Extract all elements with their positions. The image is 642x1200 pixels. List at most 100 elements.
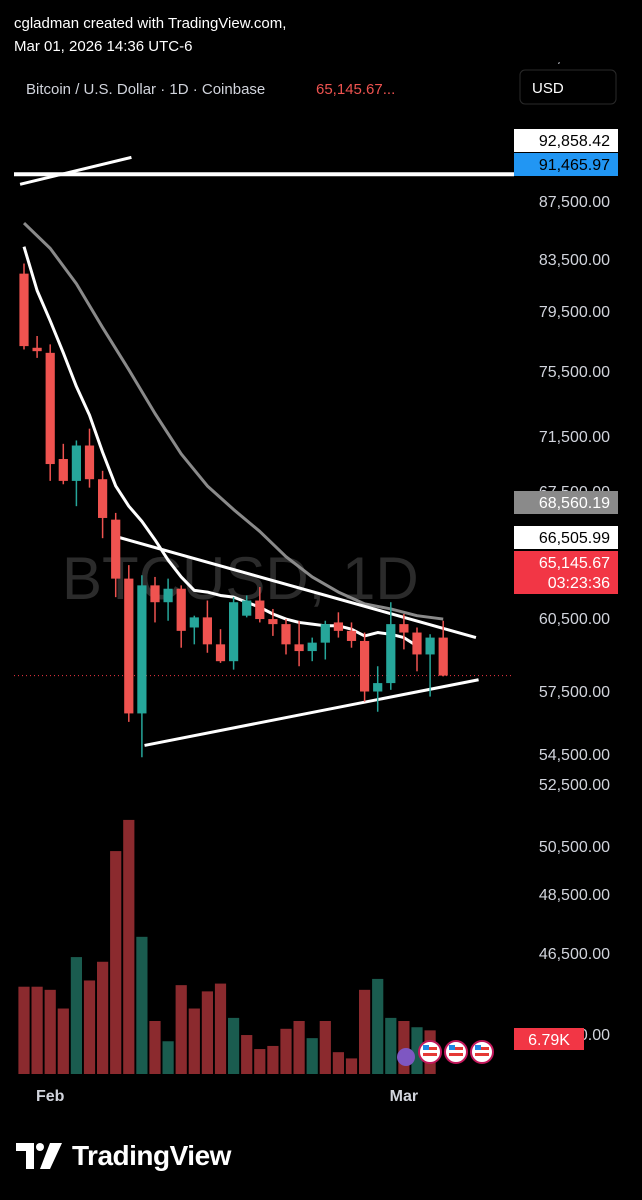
volume-bar bbox=[83, 980, 96, 1074]
volume-bar bbox=[280, 1028, 292, 1074]
price-badge bbox=[514, 551, 618, 574]
volume-bar bbox=[188, 1008, 200, 1074]
candle-body[interactable] bbox=[19, 273, 29, 347]
flag-stripe bbox=[423, 1053, 437, 1056]
price-badge bbox=[514, 571, 618, 594]
candle-body[interactable] bbox=[425, 637, 435, 655]
dividend-icon[interactable] bbox=[397, 1048, 415, 1066]
chart-panel[interactable]: BTCUSD, 1D 87,500.00 83,500.00 79,500.00 75… bbox=[14, 49, 628, 1112]
legend-last-price: 65,145.67... bbox=[316, 81, 395, 98]
candle-body[interactable] bbox=[373, 683, 383, 692]
candle-body[interactable] bbox=[84, 445, 95, 480]
trendline-top-left[interactable] bbox=[19, 155, 132, 186]
volume-bar bbox=[385, 1017, 397, 1074]
price-badge-label: 65,145.67 bbox=[539, 555, 610, 572]
volume-bar bbox=[97, 961, 109, 1074]
candle-body[interactable] bbox=[45, 352, 55, 465]
y-axis-tick-label: 87,500.00 bbox=[539, 194, 610, 211]
candle-body[interactable] bbox=[215, 644, 226, 662]
price-chart[interactable]: BTCUSD, 1D 87,500.0083,500.0079,500.0075… bbox=[14, 49, 628, 1112]
flag-stripe bbox=[475, 1053, 489, 1056]
candle-body[interactable] bbox=[176, 588, 186, 631]
volume-badge bbox=[514, 1028, 584, 1050]
trendline-upper[interactable] bbox=[115, 535, 477, 640]
candle-body[interactable] bbox=[71, 445, 81, 481]
volume-badge-label: 6.79K bbox=[528, 1032, 570, 1049]
candle-body[interactable] bbox=[111, 519, 121, 579]
candle-body[interactable] bbox=[399, 624, 409, 633]
volume-bar bbox=[70, 957, 82, 1074]
price-badge-label: 68,560.19 bbox=[539, 495, 610, 512]
volume-bar bbox=[162, 1041, 174, 1074]
y-axis-tick-label: 50,500.00 bbox=[539, 839, 610, 856]
candle-body[interactable] bbox=[346, 630, 357, 641]
candle-body[interactable] bbox=[255, 600, 265, 620]
y-axis-tick-label: 54,500.00 bbox=[539, 747, 610, 764]
candle-body[interactable] bbox=[32, 347, 42, 352]
volume-bar bbox=[372, 978, 384, 1074]
price-badge bbox=[514, 526, 618, 549]
price-badge-label: 66,505.99 bbox=[539, 530, 610, 547]
price-badge bbox=[514, 153, 618, 176]
volume-bar bbox=[110, 851, 122, 1074]
brand: TradingView bbox=[16, 1140, 231, 1172]
y-axis-tick-label: 48,500.00 bbox=[539, 887, 610, 904]
price-badge-label: 92,858.42 bbox=[539, 133, 610, 150]
attribution-timestamp: Mar 01, 2026 14:36 UTC-6 bbox=[14, 38, 193, 55]
volume-bar bbox=[267, 1045, 279, 1074]
volume-bar bbox=[345, 1058, 358, 1074]
volume-bar bbox=[149, 1021, 161, 1074]
candle-body[interactable] bbox=[150, 585, 160, 603]
candle-body[interactable] bbox=[98, 479, 108, 518]
volume-bar bbox=[359, 989, 371, 1074]
tradingview-logo-icon bbox=[16, 1143, 62, 1169]
volume-bar bbox=[18, 986, 30, 1074]
flag-canton bbox=[423, 1045, 429, 1050]
candle-body[interactable] bbox=[438, 637, 448, 676]
candle-body[interactable] bbox=[320, 624, 330, 643]
x-axis-label: Mar bbox=[390, 1088, 418, 1105]
currency-button-label: USD bbox=[532, 80, 564, 97]
candle-body[interactable] bbox=[333, 622, 343, 631]
candle-body[interactable] bbox=[360, 640, 370, 692]
flag-stripe bbox=[475, 1047, 489, 1050]
flag-canton bbox=[449, 1045, 455, 1050]
candle-body[interactable] bbox=[242, 600, 252, 616]
volume-bar bbox=[306, 1038, 318, 1074]
candle-body[interactable] bbox=[229, 602, 239, 662]
us-flag-icon[interactable] bbox=[444, 1040, 468, 1064]
us-flag-icon[interactable] bbox=[470, 1040, 494, 1064]
candle-body[interactable] bbox=[163, 588, 173, 603]
flag-stripe bbox=[449, 1047, 463, 1050]
brand-name: TradingView bbox=[72, 1140, 231, 1171]
y-axis-tick-label: 42,700.00 bbox=[539, 62, 610, 66]
candle-body[interactable] bbox=[58, 458, 68, 481]
candle-body[interactable] bbox=[281, 624, 291, 645]
candle-body[interactable] bbox=[386, 624, 396, 684]
candle-body[interactable] bbox=[202, 617, 212, 645]
us-flag-icon[interactable] bbox=[418, 1040, 442, 1064]
volume-bar bbox=[228, 1017, 240, 1074]
candle-body[interactable] bbox=[412, 632, 422, 655]
y-axis-tick-label: 83,500.00 bbox=[539, 252, 610, 269]
currency-button[interactable]: USD bbox=[519, 69, 617, 105]
candle-body[interactable] bbox=[294, 644, 304, 652]
y-axis-tick-label: 60,500.00 bbox=[539, 611, 610, 628]
flag-stripe bbox=[423, 1047, 437, 1050]
volume-bar bbox=[411, 1027, 423, 1074]
candle-body[interactable] bbox=[307, 642, 317, 652]
y-axis-tick-label: 57,500.00 bbox=[539, 684, 610, 701]
volume-bar bbox=[241, 1035, 253, 1074]
candle-body[interactable] bbox=[268, 619, 278, 625]
y-axis-tick-label: 71,500.00 bbox=[539, 429, 610, 446]
volume-bar bbox=[57, 1008, 69, 1074]
y-axis-tick-label: 75,500.00 bbox=[539, 364, 610, 381]
candle-body[interactable] bbox=[189, 617, 199, 628]
volume-bar bbox=[175, 985, 187, 1074]
volume-bar bbox=[254, 1049, 266, 1074]
candle-body[interactable] bbox=[124, 578, 134, 714]
volume-bar bbox=[123, 819, 135, 1074]
candle-body[interactable] bbox=[137, 585, 147, 714]
y-axis-tick-label: 46,500.00 bbox=[539, 946, 610, 963]
trendline-lower[interactable] bbox=[144, 678, 479, 747]
